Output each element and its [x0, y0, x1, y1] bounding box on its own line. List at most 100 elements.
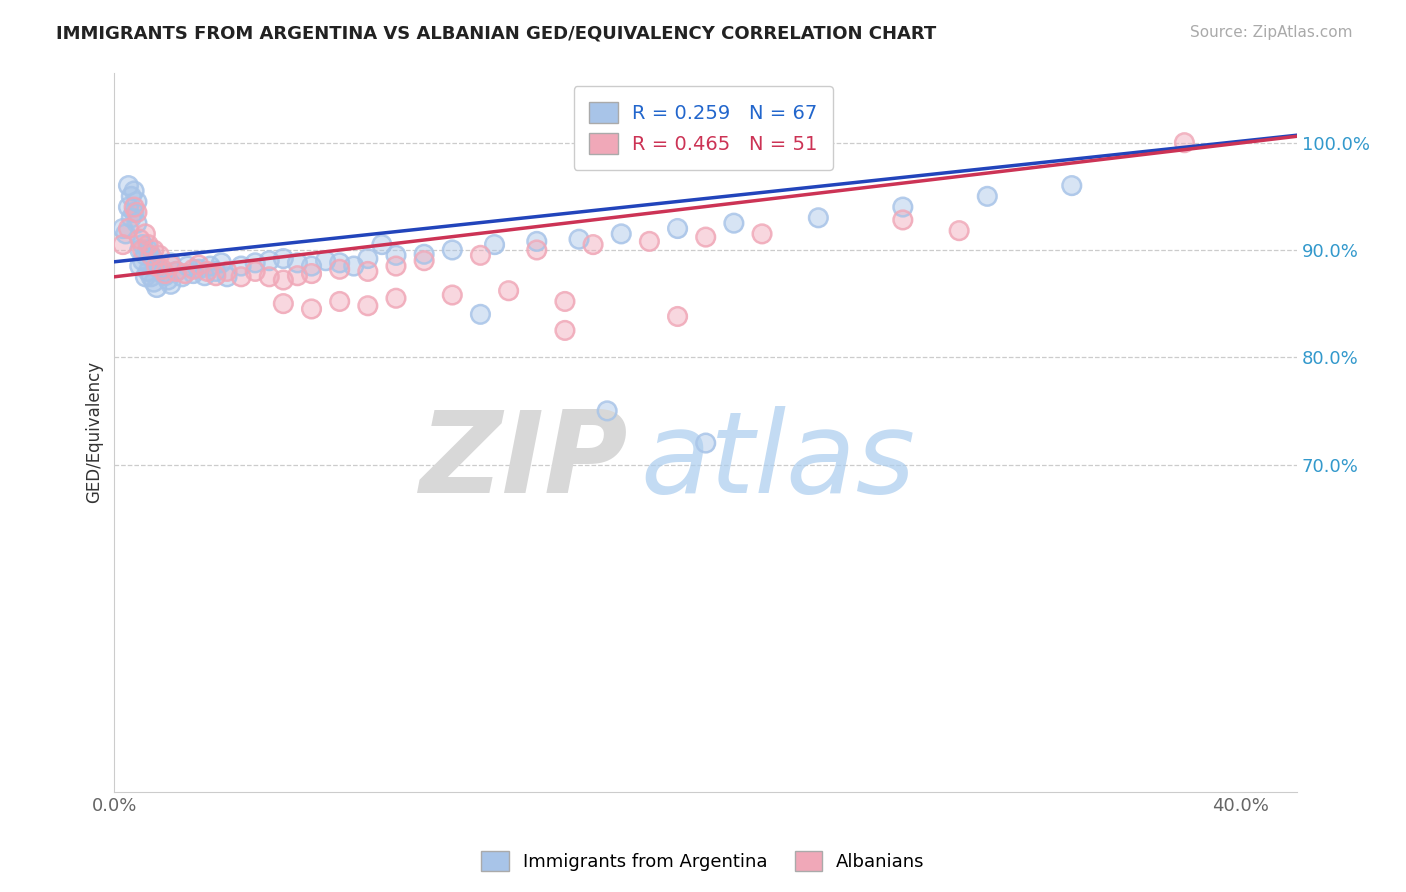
Point — [142, 275, 165, 289]
Point — [807, 211, 830, 225]
Point — [125, 205, 148, 219]
Point — [695, 436, 717, 450]
Point — [131, 237, 153, 252]
Point — [117, 178, 139, 193]
Point — [136, 237, 159, 252]
Point — [723, 216, 745, 230]
Point — [215, 269, 238, 284]
Point — [131, 243, 153, 257]
Point — [1060, 178, 1083, 193]
Point — [120, 211, 142, 225]
Point — [891, 213, 914, 227]
Point — [215, 269, 238, 284]
Point — [484, 237, 506, 252]
Point — [148, 262, 170, 277]
Point — [329, 294, 352, 309]
Point — [287, 268, 309, 283]
Point — [413, 247, 436, 261]
Point — [153, 268, 176, 283]
Point — [176, 259, 198, 273]
Point — [441, 243, 464, 257]
Point — [695, 230, 717, 244]
Point — [357, 299, 380, 313]
Point — [128, 232, 150, 246]
Point — [259, 253, 281, 268]
Point — [145, 280, 167, 294]
Point — [136, 243, 159, 257]
Point — [131, 237, 153, 252]
Point — [229, 269, 252, 284]
Point — [891, 200, 914, 214]
Point — [329, 256, 352, 270]
Point — [136, 264, 159, 278]
Point — [128, 243, 150, 257]
Point — [111, 237, 134, 252]
Point — [229, 269, 252, 284]
Point — [142, 275, 165, 289]
Point — [526, 243, 548, 257]
Point — [610, 227, 633, 241]
Point — [114, 227, 136, 241]
Point — [165, 264, 187, 278]
Point — [125, 205, 148, 219]
Point — [526, 235, 548, 249]
Y-axis label: GED/Equivalency: GED/Equivalency — [86, 361, 103, 503]
Point — [441, 288, 464, 302]
Point — [150, 262, 173, 277]
Point — [301, 259, 323, 273]
Point — [204, 268, 226, 283]
Point — [209, 256, 232, 270]
Point — [385, 259, 408, 273]
Point — [139, 248, 162, 262]
Point — [117, 200, 139, 214]
Point — [176, 259, 198, 273]
Point — [136, 243, 159, 257]
Point — [139, 269, 162, 284]
Point — [117, 221, 139, 235]
Point — [287, 268, 309, 283]
Point — [371, 237, 394, 252]
Point — [273, 273, 295, 287]
Point — [156, 273, 179, 287]
Point — [259, 269, 281, 284]
Point — [181, 262, 204, 277]
Point — [568, 232, 591, 246]
Text: ZIP: ZIP — [420, 406, 628, 516]
Point — [145, 259, 167, 273]
Point — [751, 227, 773, 241]
Point — [134, 248, 156, 262]
Point — [181, 262, 204, 277]
Point — [273, 296, 295, 310]
Point — [554, 323, 576, 337]
Point — [259, 253, 281, 268]
Point — [371, 237, 394, 252]
Point — [273, 252, 295, 266]
Point — [159, 277, 181, 292]
Point — [484, 237, 506, 252]
Point — [128, 259, 150, 273]
Point — [122, 205, 145, 219]
Point — [145, 259, 167, 273]
Point — [128, 243, 150, 257]
Point — [413, 253, 436, 268]
Point — [666, 221, 689, 235]
Point — [526, 243, 548, 257]
Point — [301, 259, 323, 273]
Point — [165, 264, 187, 278]
Point — [193, 268, 215, 283]
Point — [666, 310, 689, 324]
Point — [470, 248, 492, 262]
Point — [385, 248, 408, 262]
Point — [145, 280, 167, 294]
Point — [198, 259, 221, 273]
Point — [159, 277, 181, 292]
Point — [145, 259, 167, 273]
Point — [357, 264, 380, 278]
Point — [229, 259, 252, 273]
Point — [582, 237, 605, 252]
Point — [198, 259, 221, 273]
Text: IMMIGRANTS FROM ARGENTINA VS ALBANIAN GED/EQUIVALENCY CORRELATION CHART: IMMIGRANTS FROM ARGENTINA VS ALBANIAN GE… — [56, 25, 936, 43]
Point — [134, 248, 156, 262]
Point — [204, 264, 226, 278]
Point — [470, 248, 492, 262]
